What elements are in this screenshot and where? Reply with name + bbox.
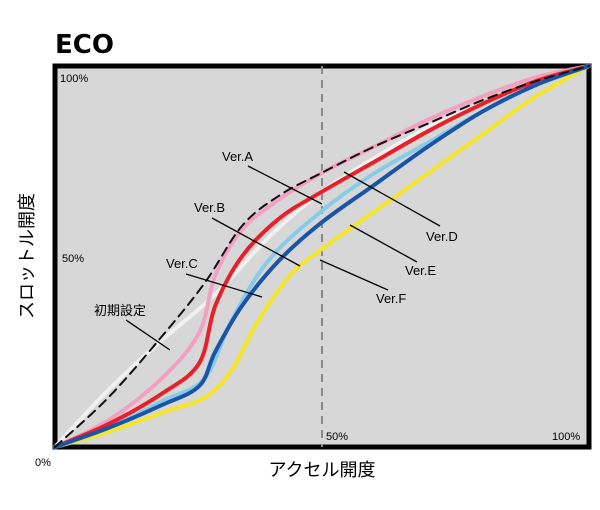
y-tick-100: 100% (60, 73, 88, 85)
callout-label-ver-a: Ver.A (222, 149, 253, 164)
y-tick-50: 50% (62, 253, 84, 265)
callout-leader-ver-a (247, 165, 323, 205)
series-line-ver-e (53, 64, 591, 449)
callout-label-ver-c: Ver.C (166, 256, 198, 271)
callout-leader-ver-e (349, 224, 418, 263)
callout-leader-ver-b (211, 217, 301, 267)
callout-label-ver-f: Ver.F (376, 291, 406, 306)
callout-leader-ver-d (343, 171, 441, 227)
callout-leader-ver-c (185, 273, 263, 298)
origin-tick: 0% (35, 457, 51, 469)
callout-label-ver-d: Ver.D (426, 229, 458, 244)
series-line-ver-a (53, 64, 591, 449)
series-line-ver-b (53, 64, 591, 449)
series-layer (53, 64, 591, 449)
y-axis-title: スロットル開度 (17, 193, 38, 319)
callout-label-initial: 初期設定 (94, 303, 146, 318)
x-tick-50: 50% (326, 431, 348, 443)
x-axis-title: アクセル開度 (268, 460, 375, 481)
series-line-ver-f (53, 64, 591, 449)
series-line-initial-setting (54, 65, 590, 448)
callout-label-ver-b: Ver.B (194, 200, 225, 215)
callout-leader-initial-setting (125, 319, 171, 351)
callout-label-ver-e: Ver.E (405, 263, 436, 278)
x-tick-100: 100% (552, 431, 580, 443)
chart-title: ECO (55, 30, 114, 60)
callout-labels: Ver.A Ver.B Ver.C 初期設定 Ver.D Ver.E Ver.F (94, 149, 458, 318)
callout-leader-ver-f (319, 259, 389, 291)
callout-leaders (125, 165, 441, 351)
